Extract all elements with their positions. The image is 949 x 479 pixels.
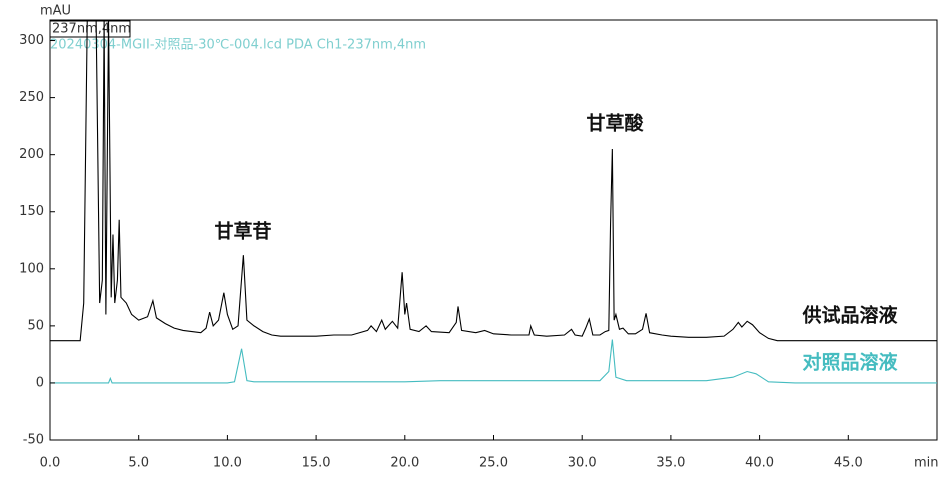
peak-annotation: 甘草酸 bbox=[586, 112, 644, 135]
x-tick-label: 20.0 bbox=[390, 456, 419, 471]
x-tick-label: 40.0 bbox=[745, 456, 774, 471]
series-label: 供试品溶液 bbox=[801, 304, 898, 327]
y-tick-label: 250 bbox=[19, 90, 44, 105]
x-axis-label: min bbox=[914, 456, 939, 471]
chart-title: 20240304-MGII-对照品-30℃-004.lcd PDA Ch1-23… bbox=[50, 38, 426, 53]
x-tick-label: 10.0 bbox=[213, 456, 242, 471]
x-tick-label: 15.0 bbox=[302, 456, 331, 471]
x-tick-label: 0.0 bbox=[40, 456, 61, 471]
plot-frame bbox=[49, 19, 938, 441]
x-tick-label: 35.0 bbox=[656, 456, 685, 471]
y-tick-label: 100 bbox=[19, 261, 44, 276]
y-tick-label: 0 bbox=[36, 375, 44, 390]
x-tick-label: 5.0 bbox=[128, 456, 149, 471]
channel-label: 237nm,4nm bbox=[52, 22, 131, 37]
x-tick-label: 25.0 bbox=[479, 456, 508, 471]
trace bbox=[50, 20, 937, 342]
x-tick-label: 30.0 bbox=[568, 456, 597, 471]
peak-annotation: 甘草苷 bbox=[214, 220, 271, 243]
y-tick-label: 200 bbox=[19, 147, 44, 162]
y-tick-label: 300 bbox=[19, 33, 44, 48]
channel-box bbox=[49, 20, 131, 38]
x-tick-label: 45.0 bbox=[834, 456, 863, 471]
series-label: 对照品溶液 bbox=[802, 351, 898, 374]
y-axis-label: mAU bbox=[40, 4, 71, 19]
y-tick-label: 50 bbox=[27, 318, 44, 333]
trace bbox=[50, 339, 937, 384]
y-tick-label: -50 bbox=[23, 433, 44, 448]
y-tick-label: 150 bbox=[19, 204, 44, 219]
plot-area bbox=[50, 20, 937, 384]
